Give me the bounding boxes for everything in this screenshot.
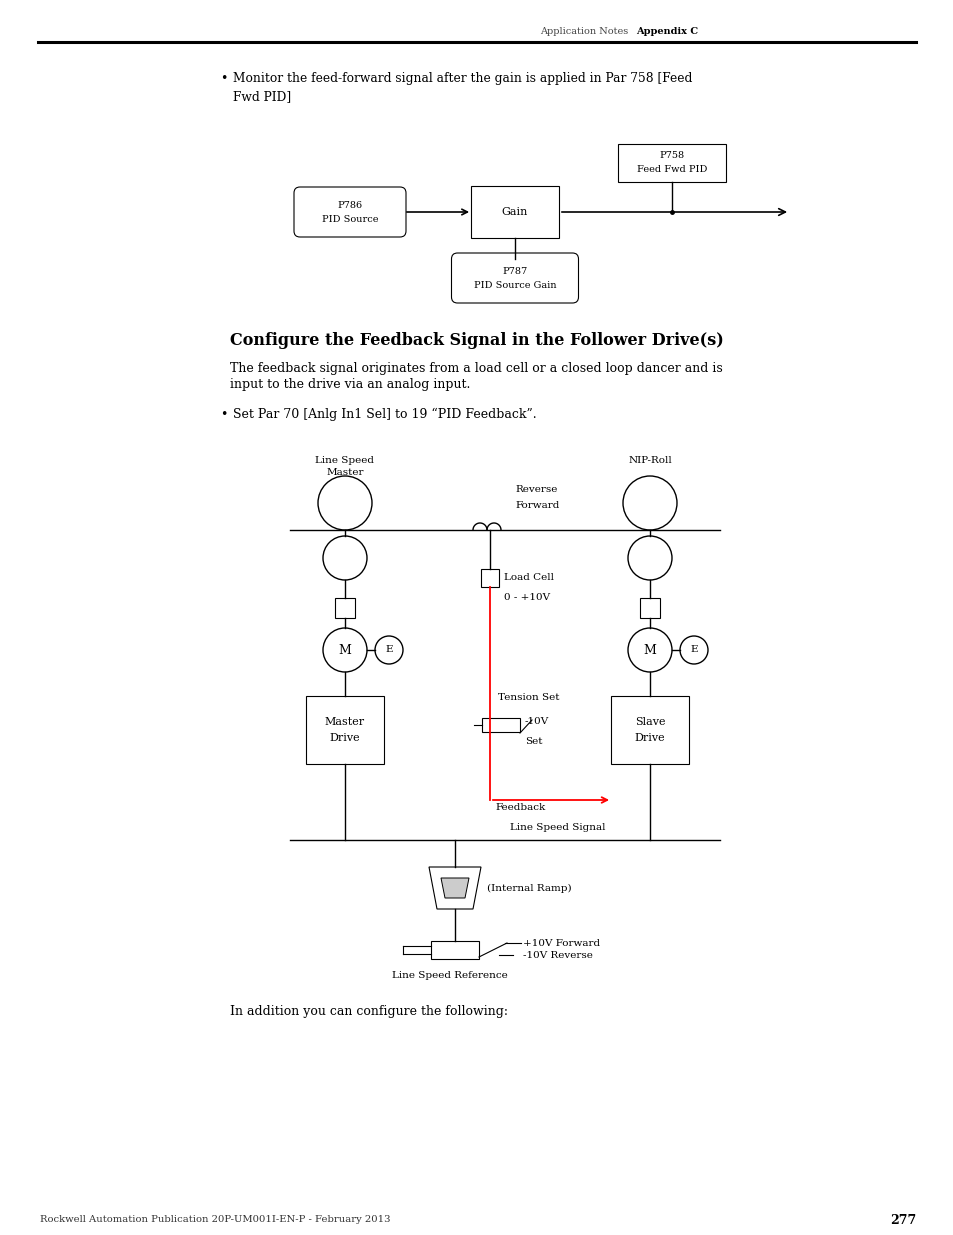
Text: Line Speed: Line Speed [315,456,375,466]
Text: Set Par 70 [Anlg In1 Sel] to 19 “PID Feedback”.: Set Par 70 [Anlg In1 Sel] to 19 “PID Fee… [233,408,536,421]
Text: PID Source: PID Source [321,215,377,224]
Bar [480,569,498,587]
Text: Line Speed Reference: Line Speed Reference [392,971,507,979]
Text: 277: 277 [889,1214,915,1226]
Text: Fwd PID]: Fwd PID] [233,90,291,103]
Polygon shape [440,878,469,898]
Text: •: • [220,72,227,85]
Text: Feed Fwd PID: Feed Fwd PID [637,165,706,174]
Text: In addition you can configure the following:: In addition you can configure the follow… [230,1005,507,1018]
Text: The feedback signal originates from a load cell or a closed loop dancer and is: The feedback signal originates from a lo… [230,362,722,375]
Text: 0 - +10V: 0 - +10V [503,594,550,603]
Bar [471,186,558,238]
Polygon shape [429,867,480,909]
Text: (Internal Ramp): (Internal Ramp) [486,883,571,893]
Bar [639,598,659,618]
Text: Line Speed Signal: Line Speed Signal [510,824,605,832]
Bar [481,718,519,732]
Text: E: E [385,646,393,655]
Text: Tension Set: Tension Set [497,694,558,703]
Text: -10V Reverse: -10V Reverse [522,951,592,960]
Text: Load Cell: Load Cell [503,573,554,583]
Bar [335,598,355,618]
Text: PID Source Gain: PID Source Gain [474,280,556,289]
Text: Slave: Slave [634,718,664,727]
Text: Reverse: Reverse [515,485,557,494]
Text: -10V: -10V [524,718,549,726]
Text: Forward: Forward [515,501,558,510]
Text: P758: P758 [659,152,684,161]
FancyBboxPatch shape [294,186,406,237]
Text: Drive: Drive [634,734,664,743]
Text: Monitor the feed-forward signal after the gain is applied in Par 758 [Feed: Monitor the feed-forward signal after th… [233,72,692,85]
Text: P787: P787 [502,267,527,275]
Text: Configure the Feedback Signal in the Follower Drive(s): Configure the Feedback Signal in the Fol… [230,332,723,350]
Text: Appendix C: Appendix C [636,27,698,37]
Text: Application Notes: Application Notes [539,27,627,37]
FancyBboxPatch shape [451,253,578,303]
Text: Master: Master [325,718,365,727]
Text: Gain: Gain [501,207,528,217]
Text: Drive: Drive [330,734,360,743]
Text: P786: P786 [337,200,362,210]
Text: +10V Forward: +10V Forward [522,939,599,947]
Bar [618,144,725,182]
Text: E: E [690,646,697,655]
Text: M: M [643,643,656,657]
Text: Rockwell Automation Publication 20P-UM001I-EN-P - February 2013: Rockwell Automation Publication 20P-UM00… [40,1215,390,1224]
Text: Feedback: Feedback [495,804,545,813]
Text: NIP-Roll: NIP-Roll [627,456,671,466]
Bar [431,941,478,960]
Text: input to the drive via an analog input.: input to the drive via an analog input. [230,378,470,391]
Text: Set: Set [524,736,542,746]
Text: M: M [338,643,351,657]
Bar [610,697,688,764]
Text: Master: Master [326,468,363,477]
Bar [306,697,384,764]
Text: •: • [220,408,227,421]
